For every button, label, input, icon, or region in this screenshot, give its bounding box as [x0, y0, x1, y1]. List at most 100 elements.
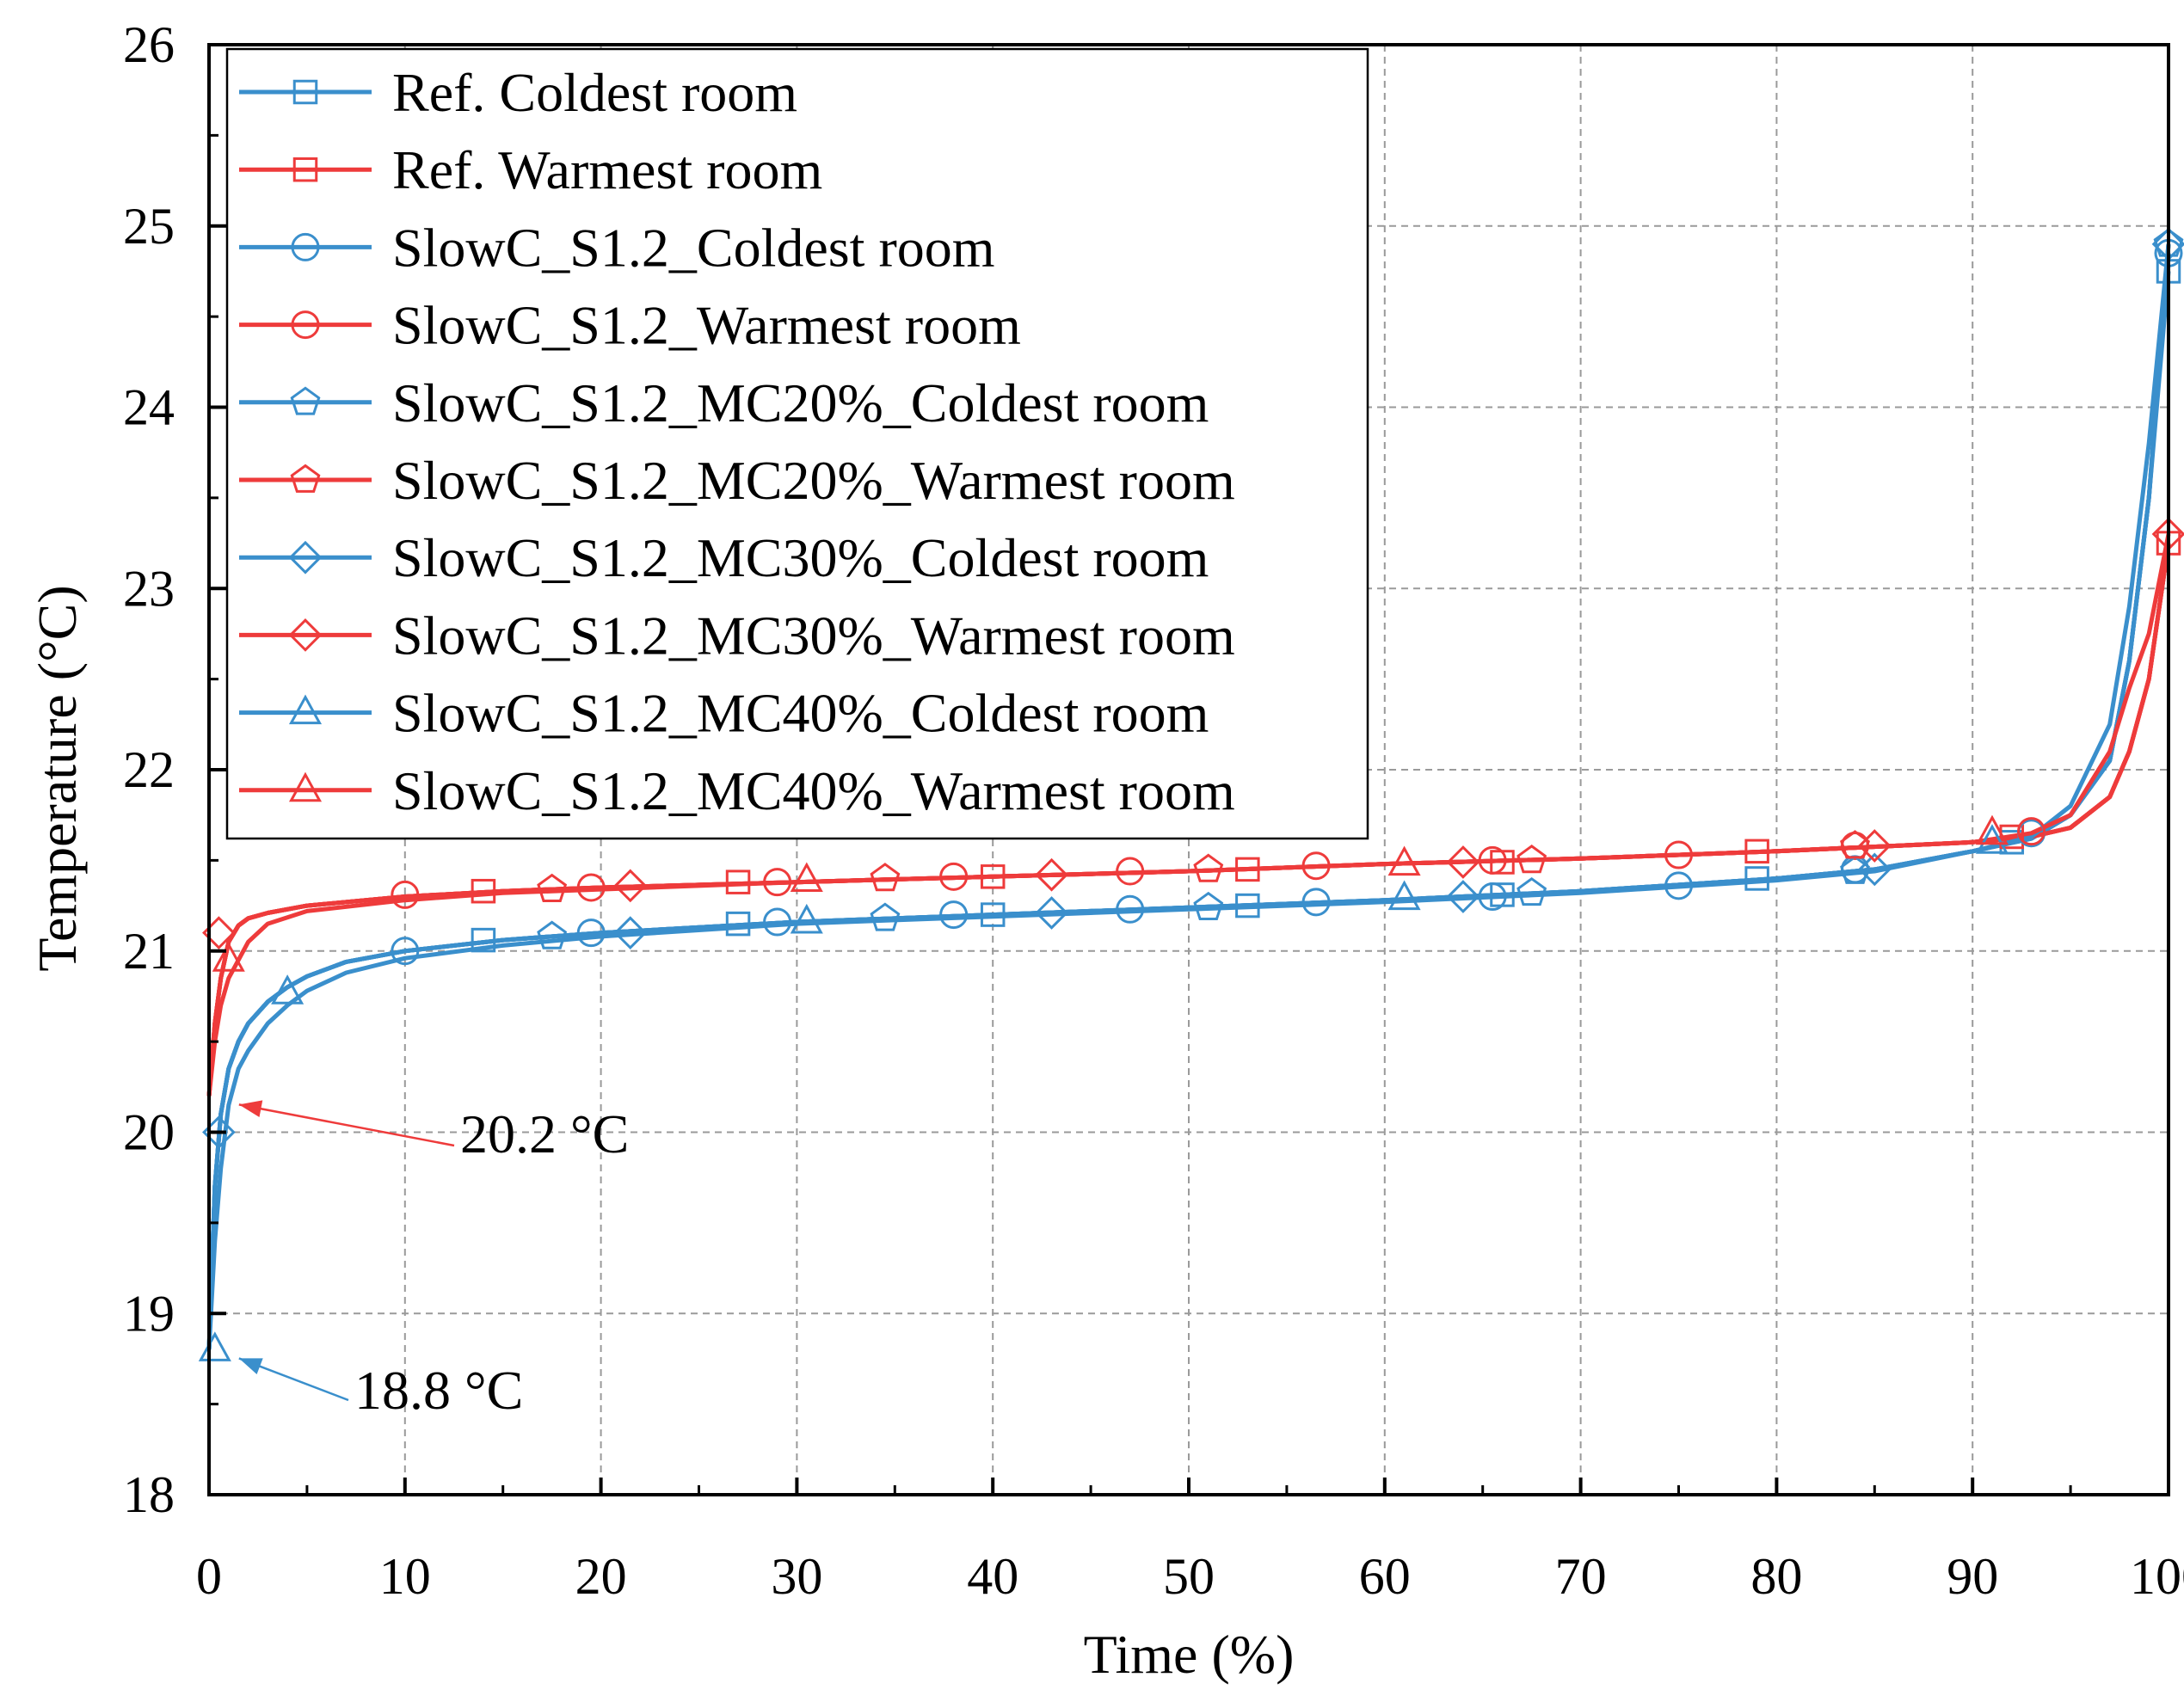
- data-marker-pentagon: [537, 920, 568, 949]
- legend-box: [225, 47, 1369, 840]
- data-marker-pentagon: [1516, 845, 1547, 874]
- legend-marker-pentagon: [290, 464, 321, 493]
- x-tick-label: 60: [1359, 1548, 1411, 1605]
- legend-marker-square: [292, 157, 318, 182]
- data-marker-diamond: [1857, 829, 1892, 863]
- data-marker-pentagon: [1193, 891, 1224, 921]
- data-marker-square: [1235, 857, 1260, 882]
- data-marker-triangle: [1387, 845, 1421, 876]
- annotation-arrowhead: [238, 1100, 263, 1118]
- legend-label: SlowC_S1.2_MC20%_Coldest room: [392, 372, 1209, 433]
- legend-label: SlowC_S1.2_MC30%_Warmest room: [392, 605, 1235, 666]
- data-marker-diamond: [1035, 896, 1068, 930]
- data-marker-circle: [1301, 888, 1331, 917]
- data-marker-circle: [763, 868, 792, 897]
- annotation-label: 20.2 °C: [460, 1103, 629, 1164]
- legend-marker-triangle: [288, 771, 323, 802]
- data-marker-circle: [939, 862, 969, 891]
- y-tick-label: 19: [123, 1285, 175, 1342]
- series-line-10: [206, 533, 2171, 1097]
- legend-label: Ref. Coldest room: [392, 62, 797, 123]
- data-marker-square: [980, 864, 1006, 889]
- data-marker-pentagon: [1516, 876, 1547, 906]
- legend-marker-diamond: [288, 618, 323, 652]
- data-marker-triangle: [1975, 824, 2009, 854]
- x-tick-label: 90: [1947, 1548, 1998, 1605]
- data-marker-circle: [2017, 817, 2046, 846]
- annotations: 20.2 °C 18.8 °C: [238, 1100, 629, 1421]
- x-tick-label: 70: [1555, 1548, 1607, 1605]
- data-marker-circle: [391, 880, 420, 909]
- data-marker-diamond: [613, 869, 648, 903]
- data-marker-circle: [763, 907, 792, 937]
- annotation-arrowhead: [238, 1358, 263, 1375]
- data-marker-triangle: [271, 974, 305, 1005]
- y-tick-label: 25: [123, 198, 175, 255]
- legend-label: SlowC_S1.2_MC40%_Warmest room: [392, 760, 1235, 821]
- data-marker-pentagon: [1840, 855, 1870, 884]
- data-marker-pentagon: [870, 902, 901, 931]
- legend-label: SlowC_S1.2_MC40%_Coldest room: [392, 683, 1209, 744]
- legend-marker-circle: [291, 232, 320, 261]
- data-marker-circle: [1478, 845, 1507, 875]
- legend: Ref. Coldest room Ref. Warmest room SlowC_…: [225, 47, 1369, 840]
- data-marker-square: [1744, 839, 1769, 864]
- annotation-label: 18.8 °C: [354, 1360, 523, 1421]
- data-marker-diamond: [613, 916, 648, 950]
- legend-marker-triangle: [288, 694, 323, 725]
- y-tick-label: 20: [123, 1104, 175, 1161]
- y-tick-label: 24: [123, 379, 175, 436]
- legend-marker-square: [292, 79, 318, 105]
- x-tick-label: 30: [771, 1548, 822, 1605]
- y-tick-label: 26: [123, 16, 175, 73]
- data-marker-triangle: [198, 1331, 231, 1361]
- data-marker-diamond: [1446, 880, 1480, 913]
- data-marker-diamond: [1446, 845, 1480, 879]
- series-markers: [198, 227, 2184, 1361]
- data-marker-square: [471, 878, 496, 904]
- data-marker-triangle: [1387, 880, 1421, 911]
- data-marker-square: [725, 911, 751, 937]
- y-tick-label: 22: [123, 741, 175, 798]
- data-marker-square: [725, 869, 751, 894]
- legend-label: SlowC_S1.2_MC20%_Warmest room: [392, 450, 1235, 511]
- data-marker-square: [1999, 824, 2025, 850]
- data-marker-pentagon: [1193, 853, 1224, 882]
- x-tick-label: 40: [967, 1548, 1018, 1605]
- data-marker-triangle: [212, 942, 245, 972]
- data-marker-diamond: [1035, 857, 1068, 892]
- data-marker-circle: [1664, 871, 1693, 900]
- data-marker-pentagon: [870, 863, 901, 892]
- legend-label: SlowC_S1.2_MC30%_Coldest room: [392, 527, 1209, 588]
- data-marker-square: [471, 927, 496, 953]
- data-marker-circle: [1116, 857, 1145, 886]
- data-marker-circle: [576, 919, 606, 948]
- data-marker-circle: [1116, 894, 1145, 924]
- legend-label: SlowC_S1.2_Coldest room: [392, 217, 995, 278]
- data-marker-square: [1744, 866, 1769, 891]
- data-marker-diamond: [1857, 852, 1892, 887]
- data-marker-square: [1235, 893, 1260, 919]
- x-tick-label: 0: [196, 1548, 222, 1605]
- x-tick-label: 10: [379, 1548, 431, 1605]
- data-marker-triangle: [1975, 814, 2009, 845]
- x-tick-label: 20: [575, 1548, 627, 1605]
- data-marker-circle: [939, 900, 969, 930]
- x-axis-title: Time (%): [1084, 1624, 1295, 1685]
- annotation-line: [238, 1103, 455, 1147]
- data-marker-square: [980, 902, 1006, 927]
- y-tick-label: 18: [123, 1466, 175, 1523]
- legend-label: Ref. Warmest room: [392, 139, 822, 200]
- x-tick-label: 100: [2130, 1548, 2184, 1605]
- data-marker-circle: [576, 873, 606, 902]
- y-tick-label: 23: [123, 560, 175, 617]
- axis-ticks: 0 10 20 30 40 50 60 70 80 90 100 18 19 20 21 22 23 24 25 26: [123, 16, 2184, 1605]
- legend-marker-circle: [291, 310, 320, 340]
- data-marker-circle: [1301, 851, 1331, 881]
- data-marker-triangle: [790, 862, 823, 893]
- y-axis-title: Temperature (°C): [27, 585, 88, 971]
- data-marker-triangle: [790, 903, 823, 934]
- x-tick-label: 80: [1750, 1548, 1802, 1605]
- legend-marker-diamond: [288, 540, 323, 574]
